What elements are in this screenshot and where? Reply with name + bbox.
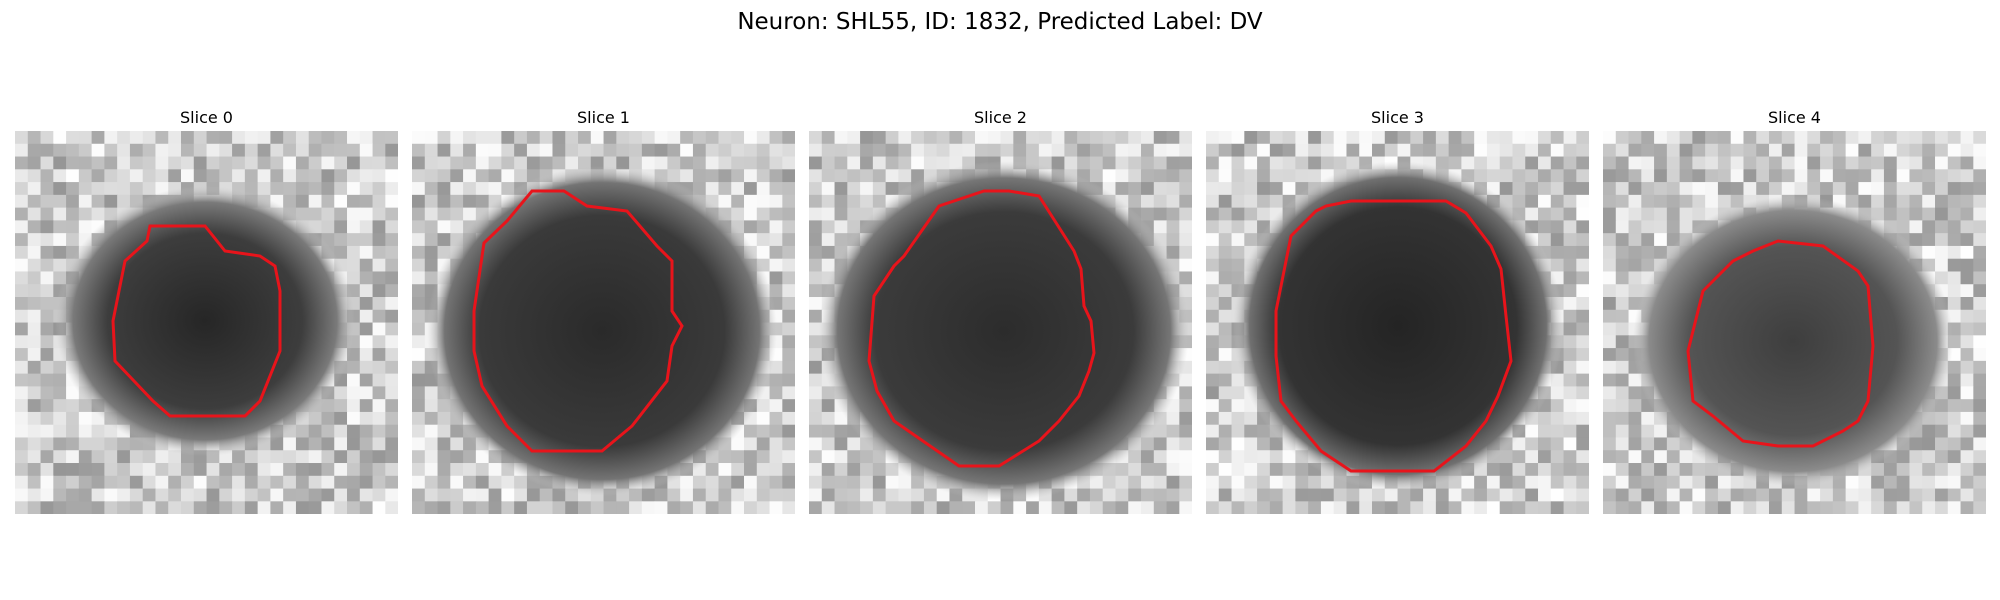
segmentation-contour (867, 189, 1096, 468)
segmentation-contour (472, 189, 684, 453)
slice-title-1: Slice 1 (577, 108, 630, 127)
neuron-body (427, 166, 777, 496)
slice-panel-2: Slice 2 (809, 108, 1192, 514)
slice-title-2: Slice 2 (974, 108, 1027, 127)
slice-image-0 (15, 131, 398, 514)
slice-image-3 (1206, 131, 1589, 514)
slice-image-1 (412, 131, 795, 514)
segmentation-contour (111, 224, 282, 418)
neuron-body (819, 161, 1189, 501)
slice-title-0: Slice 0 (180, 108, 233, 127)
slice-panel-0: Slice 0 (15, 108, 398, 514)
neuron-body (1633, 196, 1953, 486)
slice-panel-4: Slice 4 (1603, 108, 1986, 514)
figure-title: Neuron: SHL55, ID: 1832, Predicted Label… (737, 9, 1263, 35)
neuron-body (1233, 161, 1563, 491)
slice-image-4 (1603, 131, 1986, 514)
slice-panel-3: Slice 3 (1206, 108, 1589, 514)
slice-title-4: Slice 4 (1768, 108, 1821, 127)
segmentation-contour (1274, 199, 1513, 473)
neuron-body (55, 186, 355, 456)
slice-image-2 (809, 131, 1192, 514)
slice-panel-1: Slice 1 (412, 108, 795, 514)
slice-title-3: Slice 3 (1371, 108, 1424, 127)
segmentation-contour (1686, 239, 1875, 448)
